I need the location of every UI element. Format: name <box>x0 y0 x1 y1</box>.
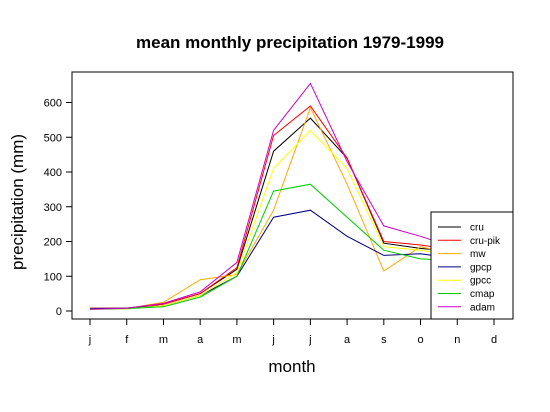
y-tick-label: 500 <box>44 132 62 144</box>
x-tick-label: a <box>197 334 204 346</box>
x-tick-label: m <box>159 334 168 346</box>
x-tick-label: j <box>271 334 274 346</box>
legend-label-cmap: cmap <box>470 289 495 300</box>
series-line-cru-pik <box>90 105 495 309</box>
series-line-cmap <box>89 183 495 310</box>
legend-label-adam: adam <box>470 302 495 313</box>
legend-label-cru: cru <box>470 223 484 234</box>
x-tick-label: n <box>454 334 460 346</box>
legend: cru cru-pik mw gpcp gpcc cmap adam <box>430 211 514 320</box>
series-line-mw <box>89 106 495 310</box>
y-axis-title: precipitation (mm) <box>8 134 27 270</box>
x-axis-title: month <box>268 357 315 376</box>
y-tick-label: 0 <box>56 306 62 318</box>
x-tick-label: j <box>308 334 311 346</box>
y-tick-label: 300 <box>44 202 62 214</box>
chart-title: mean monthly precipitation 1979-1999 <box>136 33 444 52</box>
x-tick-label: s <box>381 334 387 346</box>
y-tick-label: 600 <box>44 98 62 110</box>
x-tick-label: m <box>232 334 241 346</box>
y-tick-label: 200 <box>44 237 62 249</box>
x-tick-label: d <box>491 334 497 346</box>
legend-label-gpcc: gpcc <box>470 276 491 287</box>
y-axis: 0 100 200 300 400 500 600 <box>44 98 72 318</box>
x-tick-label: f <box>125 334 129 346</box>
x-tick-label: a <box>344 334 351 346</box>
series-line-adam <box>89 82 495 310</box>
legend-label-mw: mw <box>470 249 486 260</box>
y-tick-label: 400 <box>44 167 62 179</box>
plot-frame <box>71 71 514 320</box>
series-layer <box>89 82 495 310</box>
series-line-gpcc <box>89 129 495 310</box>
x-tick-label: o <box>417 334 423 346</box>
x-tick-label: j <box>88 334 91 346</box>
legend-label-cru-pik: cru-pik <box>470 236 501 247</box>
legend-box <box>430 211 514 320</box>
legend-label-gpcp: gpcp <box>470 262 492 273</box>
y-tick-label: 100 <box>44 271 62 283</box>
